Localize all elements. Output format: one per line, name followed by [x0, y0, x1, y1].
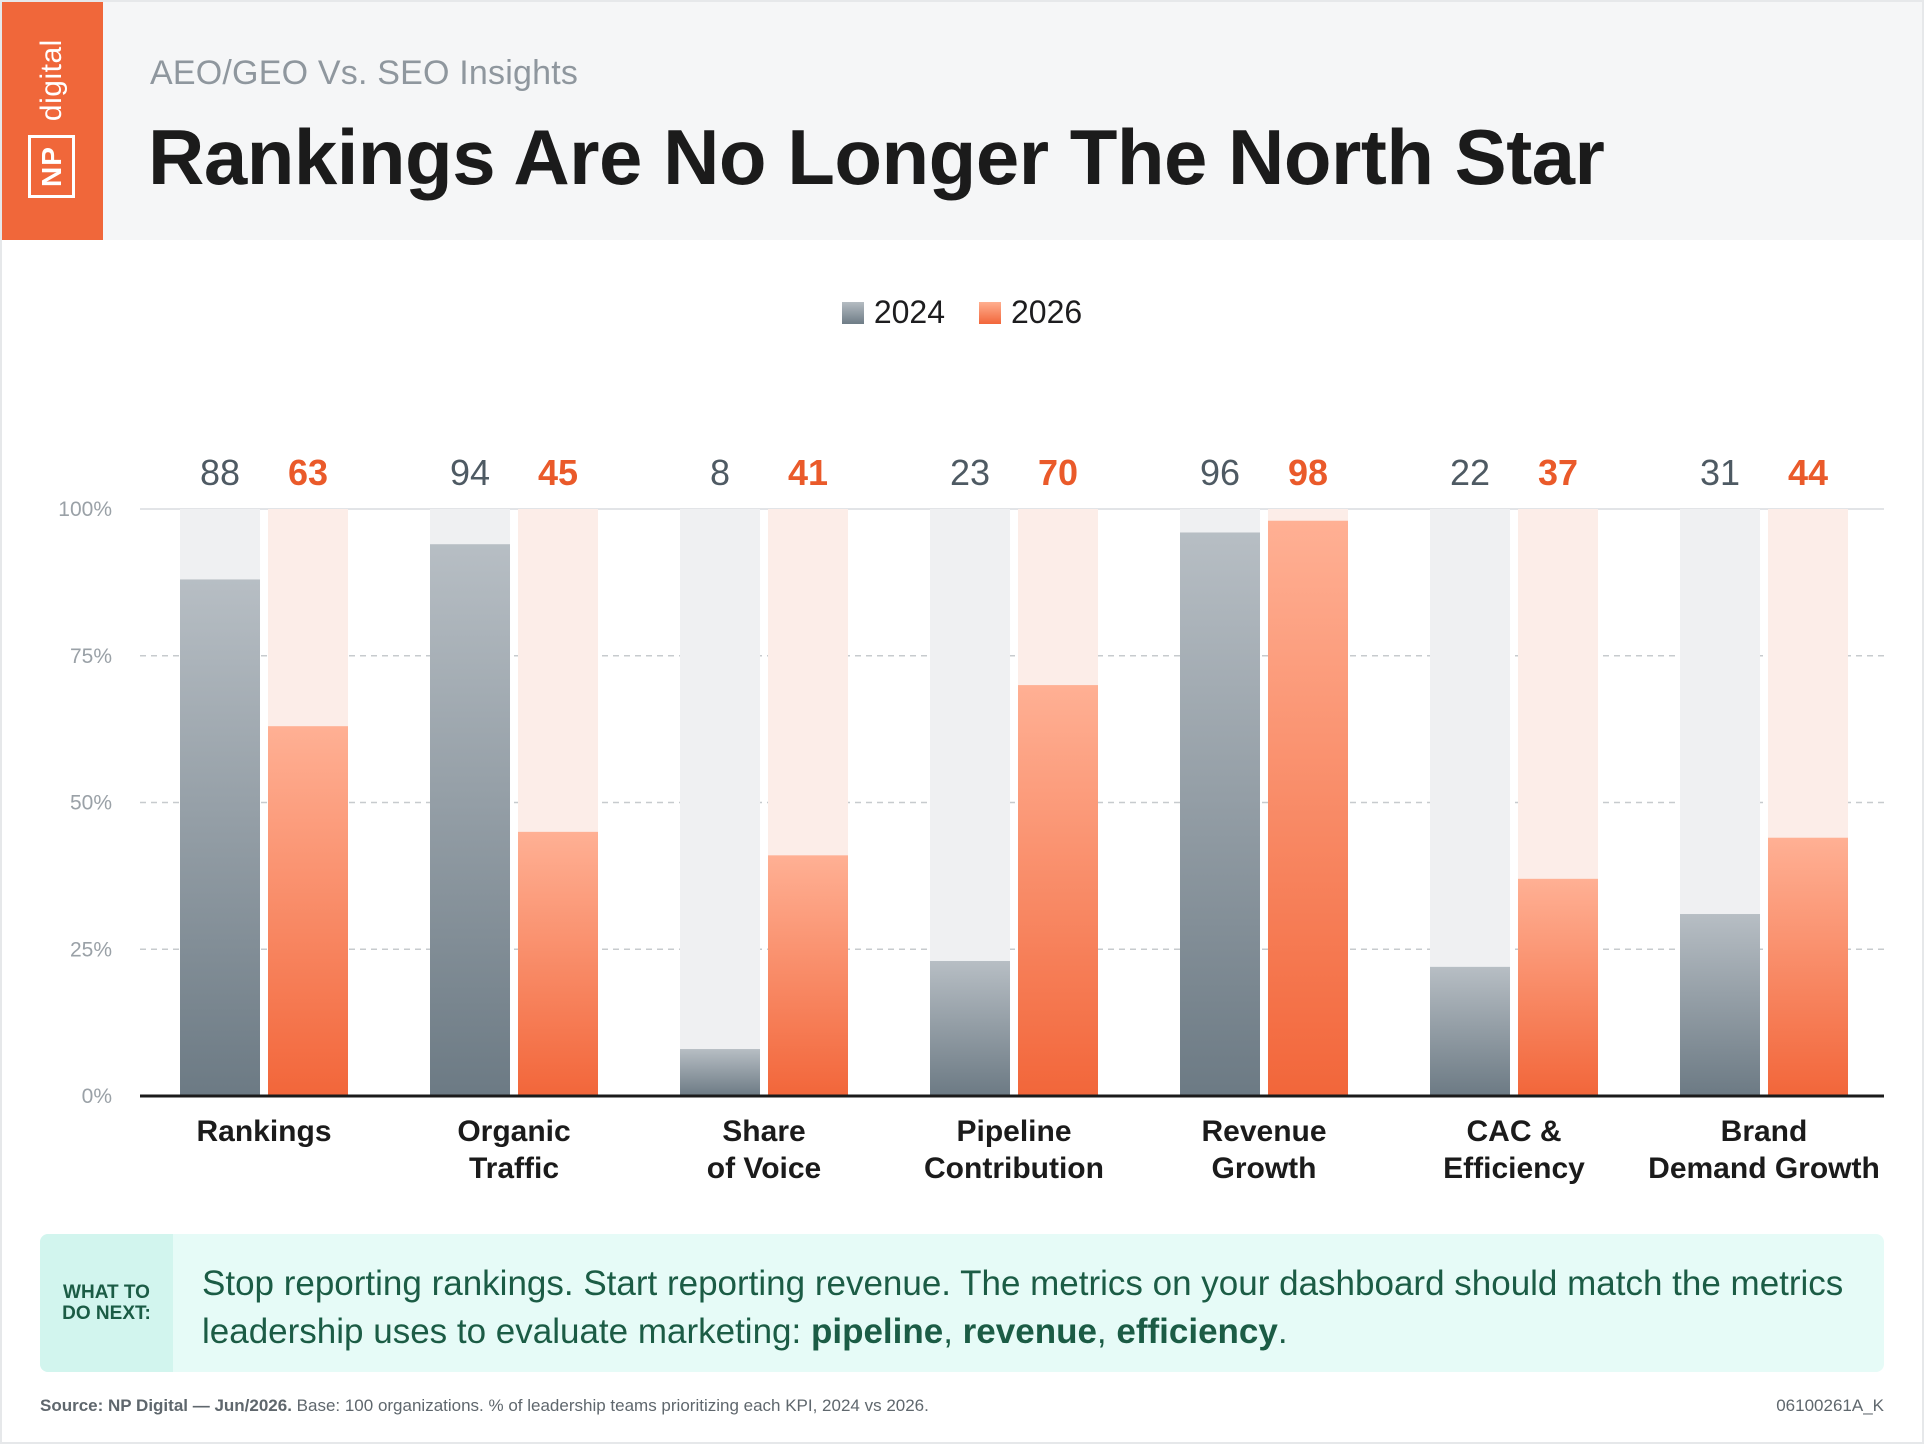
category-label-6-1: Demand Growth	[1648, 1152, 1880, 1185]
y-tick-label-4: 100%	[58, 498, 112, 521]
category-label-1-0: Organic	[457, 1115, 570, 1148]
y-tick-label-1: 25%	[70, 938, 112, 961]
callout-keyword-efficiency: efficiency	[1116, 1312, 1278, 1351]
callout-end: .	[1277, 1312, 1288, 1351]
chart-legend: 2024 2026	[0, 294, 1924, 331]
value-label-2026-2: 41	[788, 452, 828, 493]
value-label-2024-6: 31	[1700, 452, 1740, 493]
value-label-2026-6: 44	[1788, 452, 1828, 493]
bar-2026-0	[268, 726, 348, 1096]
y-tick-label-2: 50%	[70, 792, 112, 815]
value-label-2024-3: 23	[950, 452, 990, 493]
source-bold: Source: NP Digital — Jun/2026.	[40, 1396, 292, 1415]
source-note: Source: NP Digital — Jun/2026. Base: 100…	[40, 1396, 929, 1416]
callout-text: Stop reporting rankings. Start reporting…	[202, 1260, 1862, 1356]
bar-2024-1	[430, 544, 510, 1096]
bar-track-2024-2	[680, 509, 760, 1096]
category-label-6-0: Brand	[1721, 1115, 1808, 1148]
legend-swatch-2026	[979, 301, 1001, 324]
what-to-do-next-callout: WHAT TO DO NEXT: Stop reporting rankings.…	[40, 1234, 1884, 1372]
value-label-2024-2: 8	[710, 452, 730, 493]
callout-tag-line2: DO NEXT:	[62, 1303, 151, 1324]
callout-main-text: Stop reporting rankings. Start reporting…	[202, 1264, 1844, 1351]
value-label-2026-4: 98	[1288, 452, 1328, 493]
category-label-5-0: CAC &	[1467, 1115, 1562, 1148]
category-label-4-0: Revenue	[1201, 1115, 1326, 1148]
callout-tag-line1: WHAT TO	[63, 1281, 150, 1303]
value-label-2026-1: 45	[538, 452, 578, 493]
category-label-3-1: Contribution	[924, 1152, 1104, 1185]
legend-item-2026: 2026	[979, 294, 1082, 331]
figure-code: 06100261A_K	[1776, 1396, 1884, 1415]
value-label-2026-5: 37	[1538, 452, 1578, 493]
bar-2024-4	[1180, 532, 1260, 1096]
bar-2026-4	[1268, 520, 1348, 1096]
legend-label-2024: 2024	[873, 294, 945, 330]
y-tick-label-0: 0%	[82, 1085, 112, 1108]
legend-label-2026: 2026	[1011, 294, 1083, 330]
value-label-2024-5: 22	[1450, 452, 1490, 493]
category-label-2-1: of Voice	[707, 1152, 821, 1185]
bar-2026-1	[518, 831, 598, 1096]
category-label-5-1: Efficiency	[1443, 1152, 1585, 1185]
bar-chart: 88 63 94 45 8 41 23 70 96 98 22 37 31 44 0% 25% 50% 75% 1…	[58, 452, 1884, 1185]
bar-2026-6	[1768, 837, 1848, 1096]
bars	[180, 520, 1848, 1096]
source-rest: Base: 100 organizations. % of leadership…	[291, 1396, 929, 1415]
bar-2024-5	[1430, 966, 1510, 1096]
callout-keyword-pipeline: pipeline	[810, 1312, 944, 1351]
callout-tag: WHAT TO DO NEXT:	[40, 1234, 173, 1372]
legend-swatch-2024	[841, 301, 864, 324]
bar-2024-0	[180, 579, 260, 1096]
category-label-3-0: Pipeline	[956, 1115, 1071, 1148]
bar-2026-5	[1518, 878, 1598, 1096]
value-label-2026-3: 70	[1038, 452, 1078, 493]
value-label-2026-0: 63	[288, 452, 328, 493]
bar-2024-6	[1680, 914, 1760, 1096]
value-label-2024-0: 88	[200, 452, 240, 493]
callout-sep2: ,	[1096, 1312, 1117, 1351]
y-tick-label-3: 75%	[70, 645, 112, 668]
category-label-4-1: Growth	[1212, 1152, 1317, 1185]
header: NP digital AEO/GEO Vs. SEO Insights Rank…	[0, 0, 1924, 240]
value-label-2024-1: 94	[450, 452, 490, 493]
category-label-0-0: Rankings	[196, 1115, 331, 1148]
bar-2024-2	[680, 1049, 760, 1096]
value-label-2024-4: 96	[1200, 452, 1240, 493]
category-label-2-0: Share	[722, 1115, 805, 1148]
legend-item-2024: 2024	[841, 294, 945, 331]
np-digital-logo: NP digital	[0, 0, 103, 240]
bar-2024-3	[930, 960, 1010, 1096]
bar-2026-3	[1018, 685, 1098, 1096]
callout-sep1: ,	[943, 1312, 963, 1351]
axes: 0% 25% 50% 75% 100% Rankings Organic Traffic Sha…	[58, 498, 1884, 1185]
kicker: AEO/GEO Vs. SEO Insights	[150, 54, 579, 92]
callout-keyword-revenue: revenue	[962, 1312, 1097, 1351]
page-title: Rankings Are No Longer The North Star	[148, 113, 1605, 201]
bar-2026-2	[768, 855, 848, 1096]
value-labels: 88 63 94 45 8 41 23 70 96 98 22 37 31 44	[200, 452, 1828, 493]
category-label-1-1: Traffic	[469, 1152, 559, 1185]
